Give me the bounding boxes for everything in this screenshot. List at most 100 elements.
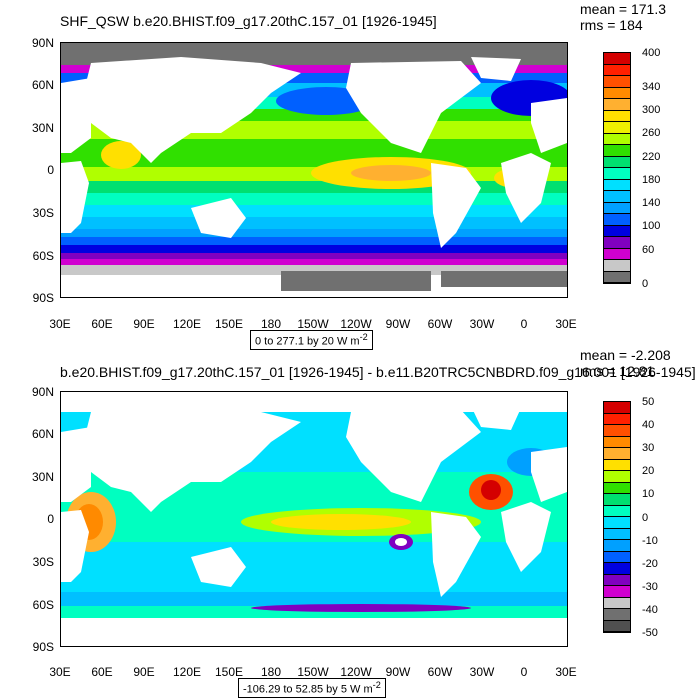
bottom-colorbar-label: -30	[642, 581, 658, 593]
bottom-colorbar-label: -10	[642, 535, 658, 547]
top-colorbar-label: 220	[642, 151, 661, 163]
bottom-stats: mean = -2.208 rms = 12.81	[580, 347, 671, 379]
colorbar-cell	[604, 494, 630, 506]
bottom-lat-label: 0	[47, 512, 54, 526]
top-colorbar-label: 340	[642, 81, 661, 93]
colorbar-cell	[604, 214, 630, 226]
colorbar-cell	[604, 179, 630, 191]
colorbar-cell	[604, 87, 630, 99]
top-lon-label: 0	[520, 317, 528, 331]
bottom-lon-label: 30W	[469, 665, 495, 679]
bottom-lon-label: 150E	[214, 665, 244, 679]
colorbar-cell	[604, 64, 630, 76]
top-colorbar	[603, 52, 631, 284]
bottom-map-plot	[60, 391, 568, 647]
colorbar-cell	[604, 156, 630, 168]
top-map-title: SHF_QSW b.e20.BHIST.f09_g17.20thC.157_01…	[60, 13, 437, 29]
top-lon-label: 30E	[49, 317, 71, 331]
colorbar-cell	[604, 110, 630, 122]
bottom-colorbar-label: 10	[642, 488, 655, 500]
colorbar-cell	[604, 168, 630, 180]
bottom-colorbar-label: 20	[642, 465, 655, 477]
bottom-lon-label: 60W	[427, 665, 453, 679]
colorbar-cell	[604, 609, 630, 621]
colorbar-cell	[604, 551, 630, 563]
colorbar-cell	[604, 597, 630, 609]
top-lon-label: 150E	[214, 317, 244, 331]
colorbar-cell	[604, 413, 630, 425]
bottom-colorbar-label: 30	[642, 442, 655, 454]
top-contour-info: 0 to 277.1 by 20 W m-2	[250, 330, 373, 350]
colorbar-cell	[604, 145, 630, 157]
colorbar-cell	[604, 191, 630, 203]
bottom-map-title: b.e20.BHIST.f09_g17.20thC.157_01 [1926-1…	[60, 364, 696, 380]
colorbar-cell	[604, 271, 630, 283]
top-lon-label: 120W	[340, 317, 372, 331]
bottom-lon-label: 30E	[49, 665, 71, 679]
top-colorbar-label: 180	[642, 174, 661, 186]
top-lon-label: 60W	[427, 317, 453, 331]
bottom-map-svg	[61, 392, 567, 646]
colorbar-cell	[604, 248, 630, 260]
top-lon-label: 30E	[555, 317, 577, 331]
top-mean: mean = 171.3	[580, 1, 667, 17]
top-lon-label: 180	[260, 317, 282, 331]
top-colorbar-label: 300	[642, 104, 661, 116]
bottom-contour-info: -106.29 to 52.85 by 5 W m-2	[238, 678, 386, 698]
bottom-mean: mean = -2.208	[580, 347, 671, 363]
top-stats: mean = 171.3 rms = 184	[580, 1, 666, 33]
bottom-lat-label: 90S	[32, 640, 54, 654]
top-lat-label: 30S	[32, 206, 54, 220]
bottom-lat-label: 60N	[31, 427, 54, 441]
colorbar-cell	[604, 528, 630, 540]
bottom-colorbar-label: 40	[642, 419, 655, 431]
bottom-lon-label: 90W	[385, 665, 411, 679]
top-lat-label: 60S	[32, 249, 54, 263]
top-colorbar-label: 400	[642, 47, 661, 59]
colorbar-cell	[604, 225, 630, 237]
top-lon-label: 90E	[133, 317, 155, 331]
colorbar-cell	[604, 540, 630, 552]
colorbar-cell	[604, 436, 630, 448]
bottom-lon-label: 120W	[340, 665, 372, 679]
top-map-plot	[60, 42, 568, 298]
top-colorbar-label: 100	[642, 220, 661, 232]
top-lon-label: 90W	[385, 317, 411, 331]
colorbar-cell	[604, 459, 630, 471]
bottom-colorbar-label: -40	[642, 604, 658, 616]
top-lon-label: 60E	[91, 317, 113, 331]
bottom-lon-label: 150W	[297, 665, 329, 679]
top-map-svg	[61, 43, 567, 297]
colorbar-cell	[604, 402, 630, 414]
bottom-lon-label: 120E	[172, 665, 202, 679]
colorbar-cell	[604, 586, 630, 598]
bottom-lat-label: 30N	[31, 470, 54, 484]
colorbar-cell	[604, 425, 630, 437]
bottom-colorbar-label: -50	[642, 627, 658, 639]
top-rms: rms = 184	[580, 17, 643, 33]
bottom-colorbar	[603, 401, 631, 633]
bottom-lon-label: 180	[260, 665, 282, 679]
top-lon-label: 150W	[297, 317, 329, 331]
bottom-lat-label: 90N	[31, 385, 54, 399]
bottom-lon-label: 0	[520, 665, 528, 679]
top-lat-label: 60N	[31, 78, 54, 92]
top-contour-info-sup: -2	[359, 332, 368, 342]
colorbar-cell	[604, 76, 630, 88]
top-colorbar-label: 0	[642, 278, 649, 290]
bottom-lat-label: 60S	[32, 598, 54, 612]
top-lon-label: 30W	[469, 317, 495, 331]
colorbar-cell	[604, 471, 630, 483]
colorbar-cell	[604, 563, 630, 575]
colorbar-cell	[604, 53, 630, 65]
colorbar-cell	[604, 99, 630, 111]
colorbar-cell	[604, 574, 630, 586]
colorbar-cell	[604, 448, 630, 460]
top-lon-label: 120E	[172, 317, 202, 331]
bottom-colorbar-label: 0	[642, 512, 649, 524]
top-lat-label: 90N	[31, 36, 54, 50]
colorbar-cell	[604, 505, 630, 517]
colorbar-cell	[604, 260, 630, 272]
bottom-colorbar-label: -20	[642, 558, 658, 570]
top-colorbar-label: 60	[642, 244, 655, 256]
